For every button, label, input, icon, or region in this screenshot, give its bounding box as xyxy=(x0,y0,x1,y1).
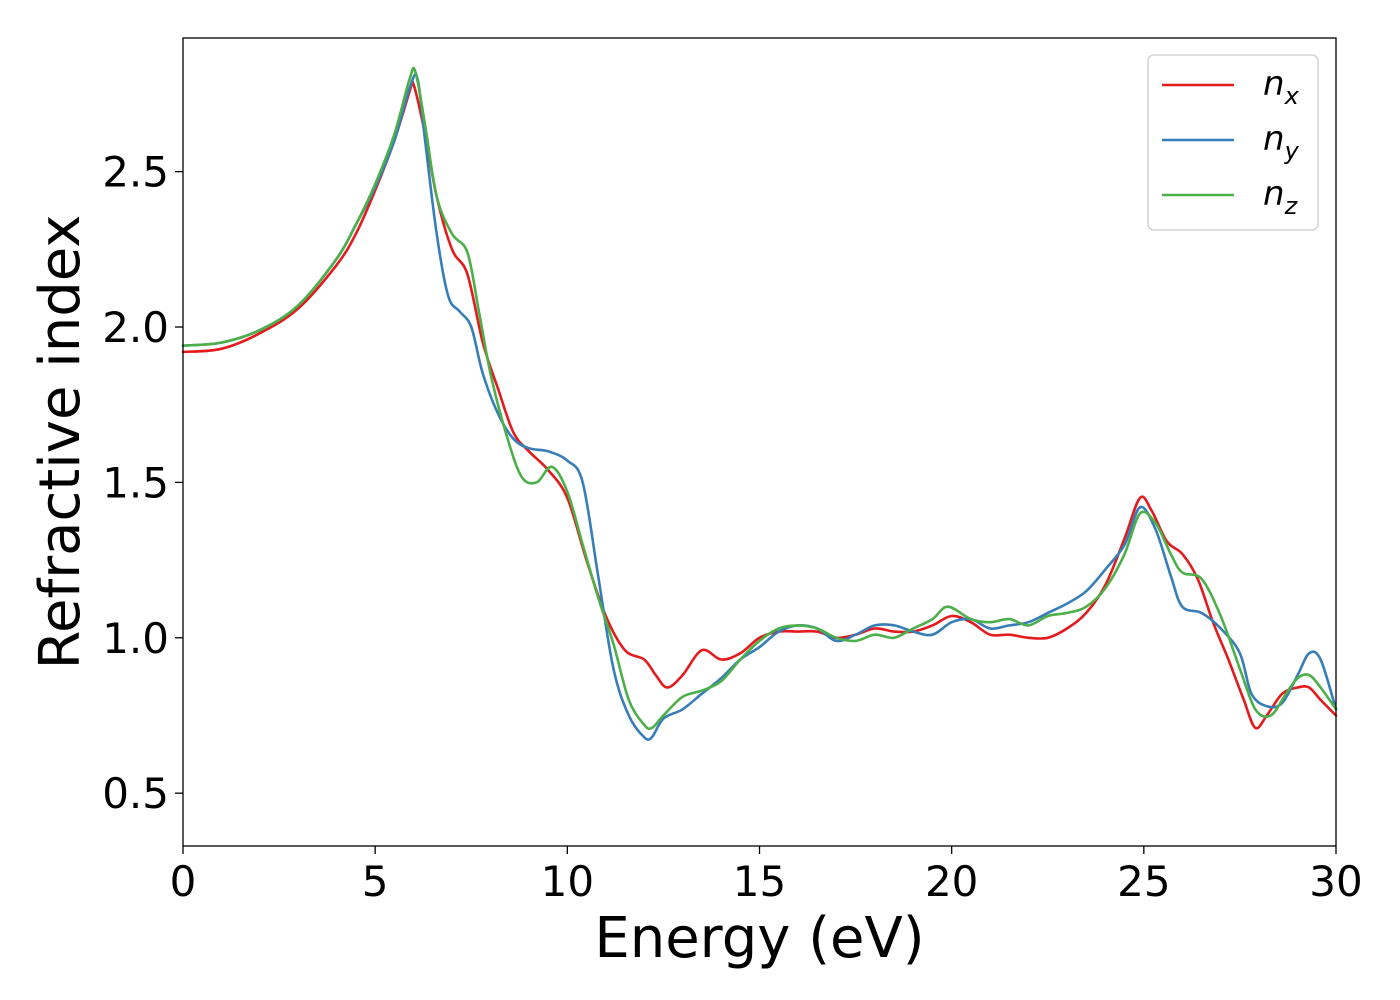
series-line-z xyxy=(181,66,1338,731)
y-tick-label: 1.0 xyxy=(102,614,169,663)
x-tick-label: 25 xyxy=(1117,857,1170,906)
legend-label-subscript: z xyxy=(1284,192,1299,220)
y-axis-title: Refractive index xyxy=(28,215,93,670)
x-axis-title: Energy (eV) xyxy=(594,906,924,971)
y-axis-ticks: 0.5 1.0 1.5 2.0 2.5 xyxy=(102,148,183,818)
x-tick-label: 20 xyxy=(925,857,978,906)
legend-box xyxy=(1147,54,1319,231)
legend-label-base: n xyxy=(1263,119,1285,159)
legend-label-y: ny xyxy=(1263,119,1300,165)
y-tick-label: 1.5 xyxy=(102,458,169,507)
y-tick-label: 0.5 xyxy=(102,769,169,818)
legend-label-base: n xyxy=(1263,64,1285,104)
legend-label-subscript: x xyxy=(1284,82,1300,110)
x-tick-label: 0 xyxy=(170,857,197,906)
legend-label-base: n xyxy=(1263,174,1285,214)
x-tick-label: 10 xyxy=(541,857,594,906)
x-tick-label: 30 xyxy=(1309,857,1362,906)
series-layer xyxy=(181,66,1338,742)
series-line-y xyxy=(181,73,1338,742)
legend-label-z: nz xyxy=(1263,174,1299,220)
legend-label-x: nx xyxy=(1263,64,1300,110)
y-tick-label: 2.5 xyxy=(102,148,169,197)
x-tick-label: 5 xyxy=(362,857,389,906)
y-tick-label: 2.0 xyxy=(102,303,169,352)
legend-label-subscript: y xyxy=(1284,137,1300,165)
x-tick-label: 15 xyxy=(733,857,786,906)
x-axis-ticks: 0 5 10 15 20 25 30 xyxy=(170,846,1363,906)
